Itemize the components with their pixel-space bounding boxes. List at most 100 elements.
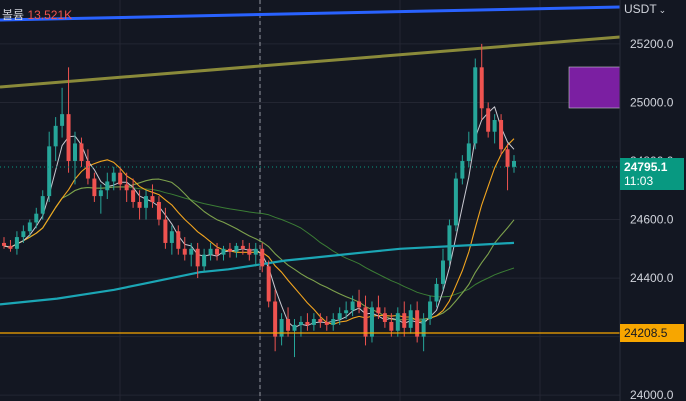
candle-body-40 [260, 248, 265, 267]
volume-value: 13.521K [27, 8, 73, 22]
candle-body-18 [118, 172, 123, 185]
y-tick-label-24400: 24400.0 [630, 271, 674, 285]
candle-body-78 [505, 149, 510, 167]
candle-body-62 [402, 313, 407, 328]
trendline-lower [0, 35, 621, 89]
candle-body-5 [34, 213, 39, 223]
volume-label: 볼륨 [2, 8, 25, 22]
candle-body-73 [473, 67, 478, 144]
candle-body-4 [27, 222, 32, 232]
candle-body-19 [124, 184, 129, 191]
candle-body-34 [221, 248, 226, 255]
candle-body-39 [253, 248, 258, 255]
candle-body-31 [202, 254, 207, 267]
candle-body-15 [98, 190, 103, 197]
candle-body-33 [215, 248, 220, 255]
candle-body-75 [486, 108, 491, 132]
bar-countdown: 11:03 [624, 174, 654, 188]
candle-body-7 [47, 146, 52, 197]
candle-body-51 [331, 319, 336, 325]
candle-body-41 [266, 266, 271, 302]
candle-body-70 [453, 178, 458, 226]
candle-body-48 [311, 319, 316, 325]
candle-body-52 [337, 313, 342, 320]
candle-body-37 [240, 245, 245, 249]
candle-body-45 [292, 324, 297, 331]
candle-body-53 [344, 310, 349, 314]
candle-body-71 [460, 160, 465, 179]
candle-body-10 [66, 114, 71, 161]
candle-body-20 [131, 190, 136, 202]
candle-body-13 [85, 160, 90, 179]
candle-body-79 [512, 160, 516, 167]
candle-body-74 [479, 67, 484, 109]
candle-body-63 [408, 310, 413, 328]
volume-legend: 볼륨 13.521K [2, 6, 72, 23]
candle-body-11 [73, 143, 78, 161]
candle-body-67 [434, 283, 439, 302]
candle-body-58 [376, 307, 381, 314]
candle-body-32 [208, 248, 213, 255]
candle-body-55 [357, 301, 362, 308]
candle-body-72 [466, 143, 471, 161]
candle-body-36 [234, 245, 239, 252]
drawn-rectangle[interactable] [568, 66, 621, 109]
y-tick-label-25000: 25000.0 [630, 95, 674, 109]
candle-body-9 [60, 114, 65, 126]
last-price-value: 24795.1 [624, 160, 668, 174]
candlestick-series [2, 43, 516, 358]
candle-body-44 [286, 319, 291, 331]
candle-body-6 [40, 196, 45, 214]
candle-body-47 [305, 321, 310, 325]
candle-body-49 [318, 319, 323, 322]
candle-body-12 [79, 143, 84, 161]
candle-body-76 [492, 120, 497, 132]
candle-body-17 [111, 172, 116, 182]
candle-body-16 [105, 181, 110, 191]
candle-body-60 [389, 321, 394, 331]
candle-body-8 [53, 125, 58, 147]
y-tick-label-24000: 24000.0 [630, 388, 674, 401]
candle-body-38 [247, 248, 252, 255]
candle-body-64 [415, 310, 420, 337]
y-tick-label-24600: 24600.0 [630, 213, 674, 227]
candle-body-14 [92, 178, 97, 197]
candle-body-26 [169, 231, 174, 243]
y-tick-label-25200: 25200.0 [630, 37, 674, 51]
candle-body-25 [163, 219, 168, 243]
candle-body-22 [144, 196, 149, 208]
candle-body-77 [499, 120, 504, 150]
chevron-down-icon: ⌄ [658, 5, 667, 15]
candle-body-24 [156, 201, 161, 220]
candle-body-57 [369, 307, 374, 337]
candle-body-1 [8, 245, 13, 249]
candle-body-2 [14, 237, 19, 249]
candle-body-21 [137, 201, 142, 208]
candle-body-27 [176, 231, 181, 249]
candle-body-54 [350, 301, 355, 311]
candle-body-68 [440, 260, 445, 284]
horizontal-line-price-value: 24208.5 [624, 326, 668, 340]
candle-body-50 [324, 321, 329, 325]
candle-body-42 [273, 301, 278, 337]
horizontal-line-price-badge: 24208.5 [620, 324, 684, 342]
candle-body-65 [421, 319, 426, 337]
trendline-upper [0, 5, 621, 22]
candle-body-69 [447, 225, 452, 261]
candle-body-3 [21, 231, 26, 238]
candle-body-43 [279, 319, 284, 337]
candle-body-66 [428, 301, 433, 320]
candle-body-61 [395, 313, 400, 331]
candle-body-30 [195, 248, 200, 267]
candle-body-46 [298, 321, 303, 325]
candle-body-56 [363, 307, 368, 337]
candle-body-29 [189, 248, 194, 255]
ema-200-line [0, 241, 515, 306]
candle-body-0 [2, 242, 6, 246]
candle-body-59 [382, 313, 387, 322]
candle-body-35 [227, 248, 232, 252]
currency-label: USDT [624, 2, 657, 16]
currency-selector[interactable]: USDT ⌄ [624, 2, 666, 16]
candle-body-28 [182, 248, 187, 255]
